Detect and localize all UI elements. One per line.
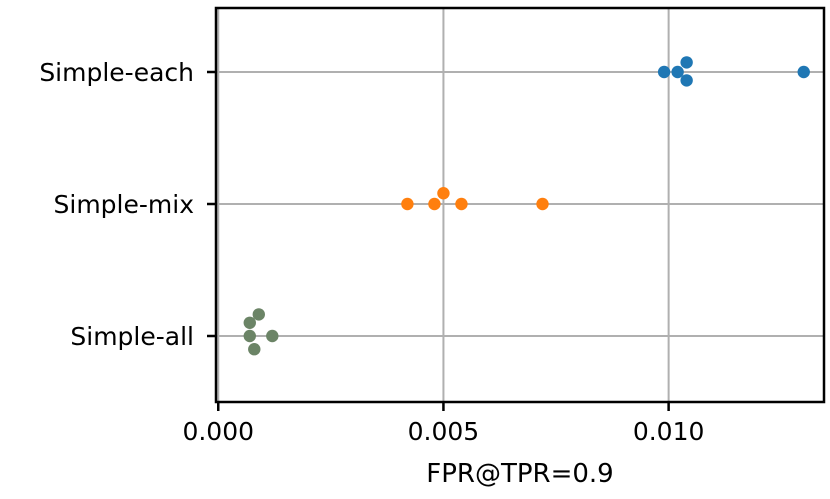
y-axis: Simple-each Simple-mix Simple-all — [39, 58, 216, 351]
x-tick-label: 0.000 — [182, 417, 254, 446]
x-axis: 0.000 0.005 0.010 — [182, 402, 704, 446]
data-point — [455, 197, 468, 211]
data-point — [437, 187, 450, 200]
data-point — [671, 65, 684, 79]
data-point — [536, 197, 549, 211]
data-point — [797, 65, 810, 79]
x-axis-label: FPR@TPR=0.9 — [426, 459, 613, 489]
y-tick-label: Simple-mix — [54, 190, 194, 219]
data-point — [252, 308, 265, 321]
y-tick-label: Simple-all — [70, 322, 194, 351]
data-point — [248, 343, 261, 356]
data-point — [243, 316, 256, 329]
data-point — [680, 74, 693, 87]
grid-layer — [216, 8, 824, 402]
data-point — [401, 197, 414, 211]
data-point — [428, 197, 441, 211]
x-tick-label: 0.010 — [633, 417, 705, 446]
data-point — [243, 329, 256, 343]
points-layer — [243, 56, 810, 356]
data-point — [266, 329, 279, 343]
data-point — [657, 65, 671, 79]
x-tick-label: 0.005 — [408, 417, 480, 446]
data-point — [680, 56, 693, 69]
y-tick-label: Simple-each — [39, 58, 194, 87]
